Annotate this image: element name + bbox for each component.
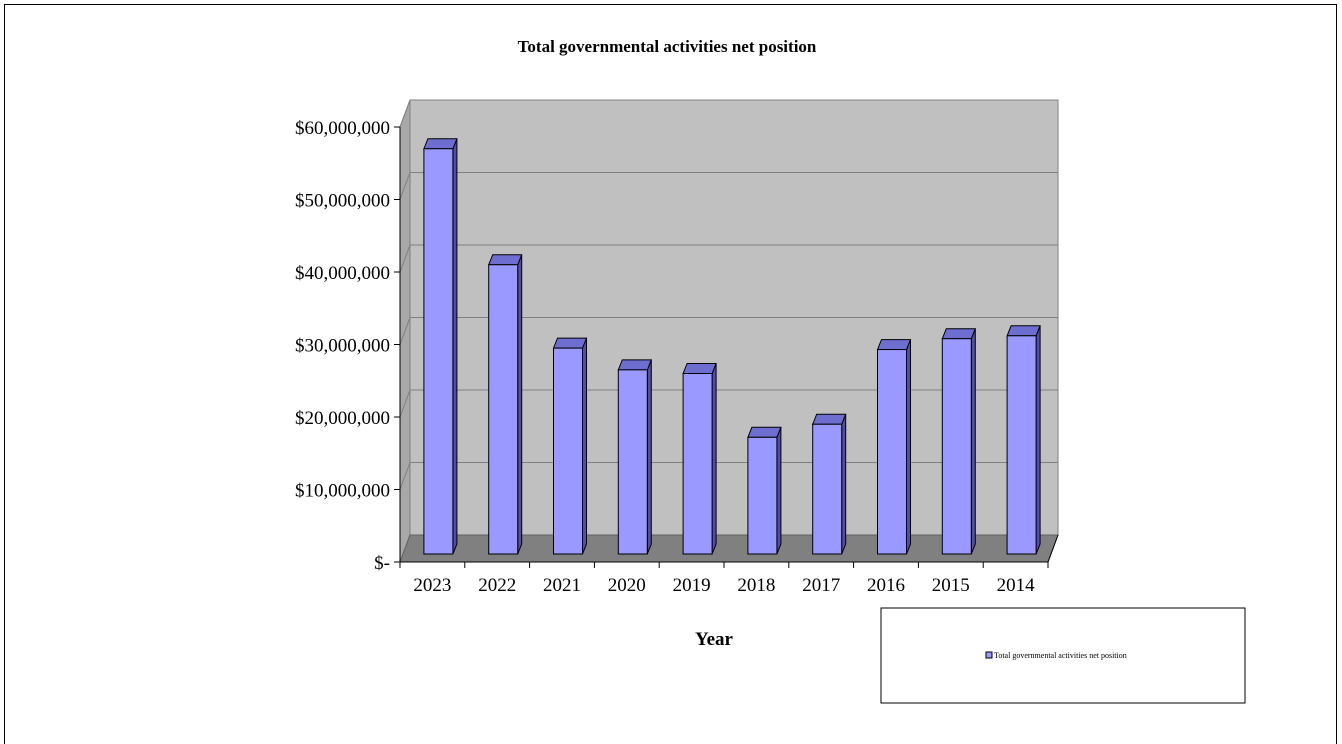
bar-front: [488, 264, 519, 555]
y-tick-label: $60,000,000: [295, 118, 390, 139]
y-tick-label: $30,000,000: [295, 336, 390, 357]
bar-side: [582, 337, 587, 555]
bar-front: [877, 349, 907, 555]
bar-front: [812, 423, 843, 555]
bar-side: [970, 328, 976, 555]
bar-side: [1035, 325, 1041, 555]
y-tick-label: $20,000,000: [295, 408, 390, 429]
bar: [682, 363, 717, 555]
bar: [617, 359, 653, 555]
x-tick-label: 2020: [608, 575, 646, 596]
bar-front: [553, 347, 583, 555]
bar-front: [617, 369, 648, 555]
chart-bars: [423, 138, 1041, 555]
gridline-side: [399, 244, 411, 273]
gridline-side: [399, 462, 411, 490]
x-axis-title: Year: [695, 629, 734, 650]
y-tick-label: $-: [374, 553, 390, 574]
x-tick-label: 2021: [543, 575, 581, 596]
bar: [941, 328, 977, 555]
legend-label: Total governmental activities net positi…: [994, 651, 1127, 660]
y-tick-label: $50,000,000: [295, 191, 390, 212]
bar-top: [682, 363, 717, 374]
gridline-side: [399, 172, 411, 200]
bar-front: [682, 373, 713, 555]
legend-swatch: [985, 651, 993, 659]
bar-top: [487, 254, 523, 266]
bar: [876, 339, 912, 555]
bar-side: [841, 414, 847, 555]
bar-front: [747, 436, 778, 555]
x-tick-label: 2019: [673, 575, 711, 596]
bar: [1006, 325, 1041, 555]
x-tick-label: 2023: [413, 575, 451, 596]
bar-top: [1006, 325, 1041, 337]
x-tick-label: 2015: [932, 575, 970, 596]
x-tick-label: 2014: [997, 575, 1036, 596]
bar-top: [941, 328, 977, 340]
bar-front: [941, 338, 972, 555]
bar-side: [452, 138, 458, 555]
bar-side: [711, 363, 717, 555]
bar-front: [1006, 335, 1037, 555]
bar: [423, 138, 458, 555]
bar-side: [776, 427, 782, 555]
y-tick-label: $40,000,000: [295, 263, 390, 284]
bar: [552, 337, 588, 555]
chart-legend: Total governmental activities net positi…: [880, 607, 1246, 704]
bar: [811, 413, 847, 555]
x-tick-label: 2022: [478, 575, 516, 596]
bar-side: [646, 359, 652, 555]
bar-side: [517, 254, 523, 555]
bar-top: [876, 339, 912, 351]
gridline-side: [399, 317, 411, 345]
bar: [747, 426, 782, 555]
bar-top: [811, 413, 847, 425]
bar-top: [617, 359, 653, 371]
bar-top: [423, 138, 458, 150]
bar-side: [906, 339, 911, 555]
bar-front: [423, 148, 454, 555]
gridline-side: [399, 389, 411, 418]
bar-top: [747, 426, 782, 438]
x-tick-label: 2017: [802, 575, 840, 596]
legend-box: [880, 607, 1246, 704]
chart-axes: [394, 126, 1059, 568]
x-tick-label: 2016: [867, 575, 905, 596]
bar: [487, 254, 523, 555]
x-tick-label: 2018: [737, 575, 775, 596]
floor-edge-line: [1047, 534, 1059, 563]
bar-top: [552, 337, 588, 349]
chart-title: Total governmental activities net positi…: [518, 37, 817, 56]
gridline-side: [399, 99, 411, 128]
chart-tick-labels: $- $10,000,000 $20,000,000 $30,000,000 $40,0…: [295, 118, 1035, 596]
y-tick-label: $10,000,000: [295, 481, 390, 502]
